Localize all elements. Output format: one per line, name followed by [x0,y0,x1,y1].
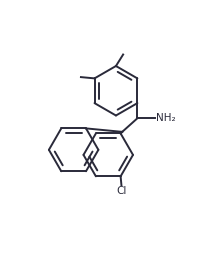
Text: Cl: Cl [116,186,127,196]
Text: NH₂: NH₂ [156,113,175,123]
